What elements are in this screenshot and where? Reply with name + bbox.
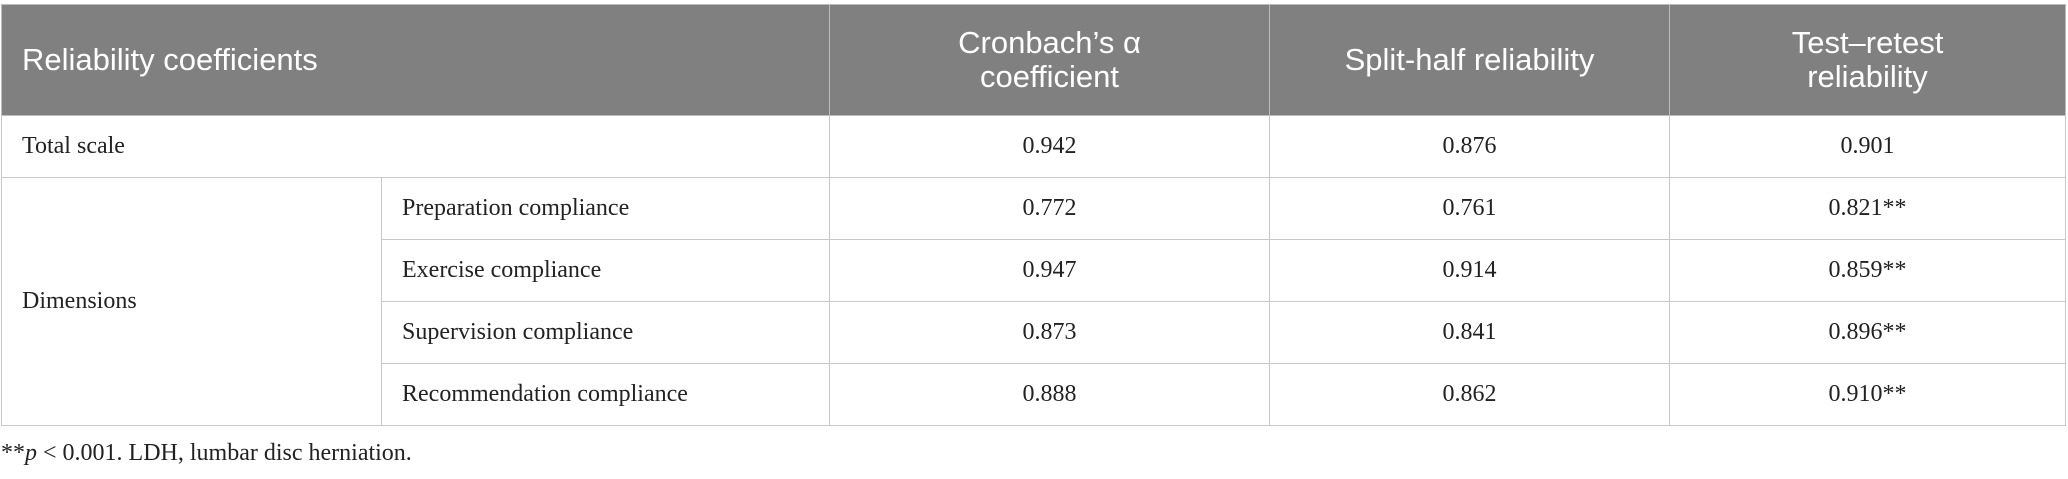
- group-label: Dimensions: [1, 177, 382, 426]
- cell: 0.901: [1669, 115, 2067, 178]
- cell: Supervision compliance: [380, 301, 831, 364]
- header-text: Test–retest reliability: [1791, 25, 1944, 94]
- header-text: Cronbach’s α coefficient: [958, 25, 1141, 94]
- footnote-variable: p: [25, 440, 37, 466]
- cell: Total scale: [0, 115, 831, 178]
- cell: 0.821**: [1669, 177, 2067, 240]
- cell: 0.761: [1269, 177, 1671, 240]
- cell: 0.947: [829, 239, 1271, 302]
- row: Dimensions Preparation compliance 0.772 0.7…: [1, 177, 2067, 426]
- cell: 0.910**: [1669, 363, 2067, 426]
- footnote: **p < 0.001. LDH, lumbar disc herniation…: [1, 440, 412, 467]
- header-text: Split-half reliability: [1344, 42, 1595, 77]
- header-row: Reliability coefficients Cronbach’s α co…: [0, 4, 2067, 116]
- cell: 0.876: [1269, 115, 1671, 178]
- cell: 0.873: [829, 301, 1271, 364]
- row: Recommendation compliance 0.888 0.862 0.910…: [2, 363, 2067, 426]
- header-cell: Split-half reliability: [1269, 4, 1671, 116]
- header-text: Reliability coefficients: [22, 42, 318, 77]
- cell: Preparation compliance: [380, 177, 831, 240]
- cell: 0.862: [1269, 363, 1671, 426]
- table-body: Total scale 0.942 0.876 0.901 Dimensions Prep…: [0, 115, 2067, 426]
- header-cell: Cronbach’s α coefficient: [829, 4, 1271, 116]
- reliability-table: Reliability coefficients Cronbach’s α co…: [0, 4, 2067, 426]
- cell: 0.859**: [1669, 239, 2067, 302]
- cell: 0.841: [1269, 301, 1671, 364]
- header-cell: Reliability coefficients: [0, 4, 831, 116]
- cell: 0.914: [1269, 239, 1671, 302]
- cell: 0.942: [829, 115, 1271, 178]
- footnote-text: < 0.001. LDH, lumbar disc herniation.: [37, 440, 412, 466]
- footnote-marker: **: [1, 440, 25, 466]
- cell: 0.896**: [1669, 301, 2067, 364]
- header-cell: Test–retest reliability: [1669, 4, 2067, 116]
- row: Total scale 0.942 0.876 0.901: [0, 115, 2067, 178]
- cell: 0.888: [829, 363, 1271, 426]
- cell: Recommendation compliance: [380, 363, 831, 426]
- cell: Exercise compliance: [380, 239, 831, 302]
- cell: 0.772: [829, 177, 1271, 240]
